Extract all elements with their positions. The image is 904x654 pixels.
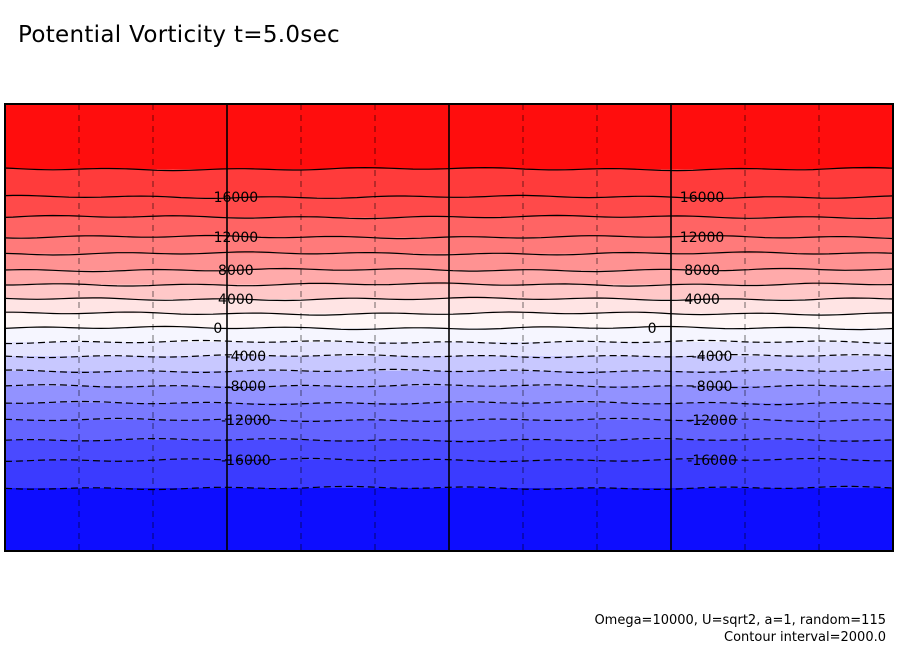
contour-label: 8000 <box>218 263 254 279</box>
contour-label: -16000 <box>687 453 737 469</box>
major-grid <box>226 104 672 551</box>
contour-label: 12000 <box>214 230 259 246</box>
contour-label: -16000 <box>221 453 271 469</box>
contour-label: 16000 <box>680 190 725 206</box>
contour-label: -4000 <box>226 349 267 365</box>
contour-label: 12000 <box>680 230 725 246</box>
contour-label: -12000 <box>687 413 737 429</box>
contour-label: 16000 <box>214 190 259 206</box>
contour-label: -8000 <box>226 379 267 395</box>
page-title: Potential Vorticity t=5.0sec <box>18 22 340 48</box>
contour-label: 0 <box>648 321 657 337</box>
contour-label: 4000 <box>218 292 254 308</box>
plot-frame <box>4 103 894 552</box>
contour-label: 0 <box>213 321 222 337</box>
contour-interval-note: Contour interval=2000.0 <box>724 630 886 645</box>
parameters-note: Omega=10000, U=sqrt2, a=1, random=115 <box>594 613 886 628</box>
contour-label: -4000 <box>692 349 733 365</box>
contour-label: -12000 <box>221 413 271 429</box>
contour-label: -8000 <box>692 379 733 395</box>
contour-label: 8000 <box>684 263 720 279</box>
contour-label: 4000 <box>684 292 720 308</box>
